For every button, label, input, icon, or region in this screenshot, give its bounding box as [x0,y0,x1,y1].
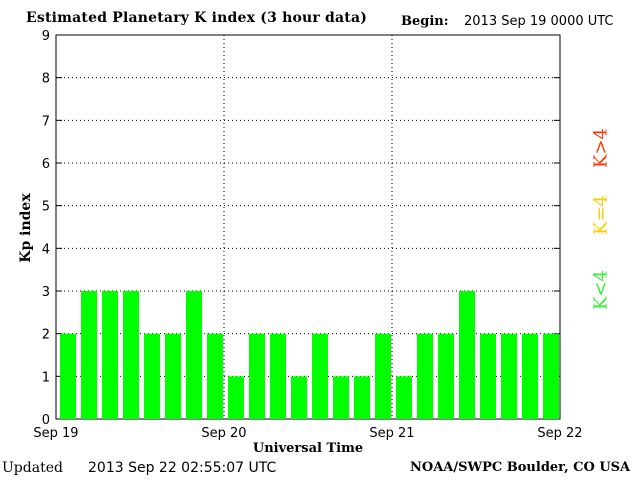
kp-bar [270,333,286,419]
kp-bar [459,291,475,419]
y-tick-label: 8 [42,72,50,87]
y-tick-label: 4 [42,242,50,257]
x-tick-label: Sep 21 [369,426,414,441]
x-ticks: Sep 19 Sep 20 Sep 21 Sep 22 [33,426,582,441]
kp-bar [291,376,307,419]
kp-bar [60,333,76,419]
bars [60,291,559,419]
kp-bar [438,333,454,419]
kp-bar [228,376,244,419]
kp-bar [186,291,202,419]
chart-title: Estimated Planetary K index (3 hour data… [26,10,368,26]
kp-bar [312,333,328,419]
kp-bar [396,376,412,419]
y-axis-label: Kp index [18,193,34,263]
y-tick-label: 1 [42,370,50,385]
kp-bar [81,291,97,419]
kp-bar [543,333,559,419]
kp-bar [102,291,118,419]
y-tick-label: 3 [42,285,50,300]
kp-bar [354,376,370,419]
kp-bar [375,333,391,419]
y-tick-label: 5 [42,200,50,215]
updated-value: 2013 Sep 22 02:55:07 UTC [88,460,277,476]
legend-k-less-4: K<4 [590,270,612,310]
legend-k-equal-4: K=4 [590,195,612,235]
kp-bar [123,291,139,419]
y-tick-label: 0 [42,413,50,428]
updated-label: Updated [2,460,63,476]
y-tick-label: 7 [42,114,50,129]
kp-bar [501,333,517,419]
y-ticks: 0 1 2 3 4 5 6 7 8 9 [42,29,50,428]
kp-bar [144,333,160,419]
kp-bar [417,333,433,419]
kp-bar [522,333,538,419]
kp-bar [249,333,265,419]
source-credit: NOAA/SWPC Boulder, CO USA [410,460,631,475]
x-tick-label: Sep 19 [33,426,78,441]
x-axis-label: Universal Time [252,441,364,456]
x-tick-label: Sep 20 [201,426,246,441]
begin-value: 2013 Sep 19 0000 UTC [464,14,614,29]
plot-area [55,34,561,420]
kp-bar [165,333,181,419]
kp-bar [333,376,349,419]
y-tick-label: 6 [42,157,50,172]
kp-bar [480,333,496,419]
begin-label: Begin: [401,14,449,29]
y-tick-label: 9 [42,29,50,44]
y-tick-label: 2 [42,328,50,343]
grid [56,34,560,420]
kp-bar [207,333,223,419]
legend-k-greater-4: K>4 [590,128,612,168]
x-tick-label: Sep 22 [537,426,582,441]
